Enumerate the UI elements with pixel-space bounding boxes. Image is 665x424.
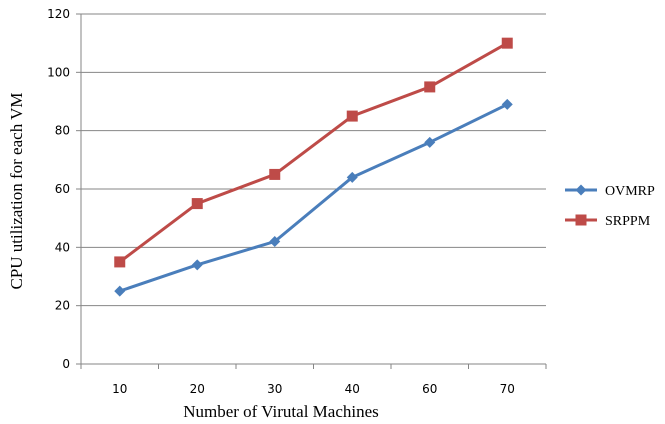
legend-label: OVMRP	[605, 184, 655, 199]
data-point	[501, 37, 513, 49]
x-tick-label: 60	[422, 382, 437, 396]
y-tick-label: 80	[55, 124, 70, 138]
data-point	[424, 81, 436, 93]
series-group	[114, 37, 513, 297]
series-line	[119, 103, 508, 293]
y-tick-label: 100	[47, 65, 70, 79]
x-tick-label: 30	[267, 382, 282, 396]
x-tick-label: 10	[112, 382, 127, 396]
y-axis-title: CPU utilization for each VM	[7, 92, 26, 289]
axes	[76, 13, 547, 369]
x-tick-label: 20	[190, 382, 205, 396]
legend-label: SRPPM	[605, 214, 651, 229]
y-tick-label: 40	[55, 240, 70, 254]
series-ovmrp	[114, 98, 513, 297]
legend: OVMRP SRPPM	[565, 184, 655, 229]
series-line	[118, 41, 508, 264]
data-point	[501, 98, 513, 110]
data-point	[346, 171, 358, 183]
x-axis-title: Number of Virutal Machines	[183, 402, 379, 421]
y-tick-label: 20	[55, 299, 70, 313]
legend-item-srppm: SRPPM	[565, 214, 651, 229]
y-tick-label: 60	[55, 182, 70, 196]
legend-marker	[575, 214, 587, 226]
data-point	[269, 168, 281, 180]
gridlines	[81, 13, 546, 307]
data-point	[114, 285, 126, 297]
data-point	[191, 198, 203, 210]
y-tick-label: 0	[62, 357, 70, 371]
y-tick-label: 120	[47, 7, 70, 21]
data-point	[424, 136, 436, 148]
data-point	[191, 259, 203, 271]
data-point	[346, 110, 358, 122]
data-point	[114, 256, 126, 268]
x-tick-labels: 10 20 30 40 60 70	[112, 382, 515, 396]
x-tick-label: 70	[500, 382, 515, 396]
data-point	[269, 236, 281, 247]
legend-marker	[575, 184, 587, 196]
x-tick-label: 40	[345, 382, 360, 396]
series-srppm	[114, 37, 513, 268]
legend-item-ovmrp: OVMRP	[565, 184, 655, 199]
y-tick-labels: 0 20 40 60 80 100 120	[47, 7, 70, 371]
